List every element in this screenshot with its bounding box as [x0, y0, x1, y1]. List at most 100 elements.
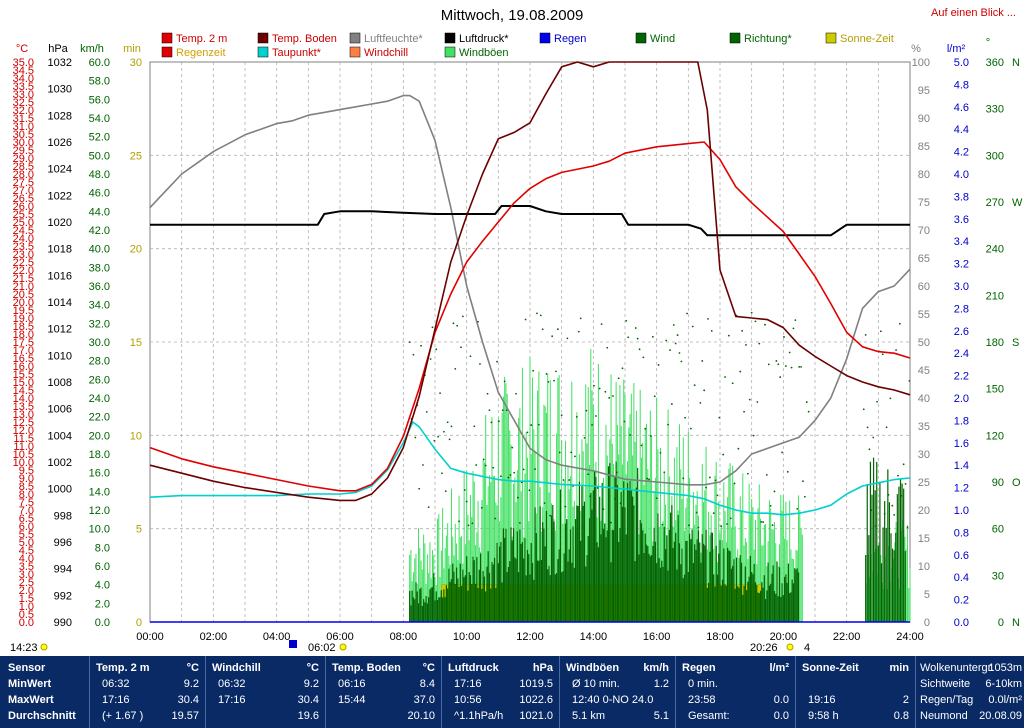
x-tick-label: 08:00: [390, 631, 418, 643]
percent-tick-label: 85: [918, 141, 930, 153]
richtung-point: [598, 387, 601, 390]
richtung-point: [475, 464, 478, 466]
percent-tick-label: 90: [918, 113, 930, 125]
richtung-point: [579, 317, 582, 320]
temp-tick-label: 19.0: [13, 313, 34, 325]
page-title: Mittwoch, 19.08.2009: [441, 7, 584, 24]
rain-tick-label: 1.0: [954, 505, 969, 517]
temp-tick-label: 25.5: [13, 209, 34, 221]
stats-column-unit: °C: [186, 662, 199, 674]
rain-tick-label: 4.2: [954, 147, 969, 159]
temp-tick-label: 27.5: [13, 177, 34, 189]
temp-tick-label: 22.0: [13, 265, 34, 277]
taupunkt-line: [149, 421, 911, 516]
minutes-tick-label: 10: [130, 430, 142, 442]
richtung-point: [731, 382, 734, 385]
richtung-point: [505, 409, 508, 412]
richtung-point: [473, 425, 476, 428]
stats-cell-value: 1022.6: [519, 694, 553, 706]
temp-tick-label: 0.0: [19, 617, 34, 629]
statistics-panel: Sensor MinWert MaxWert Durchschnitt Temp. 2 …: [0, 656, 1024, 728]
stats-cell-value: 5.1: [653, 710, 669, 722]
temp-tick-label: 14.5: [13, 385, 34, 397]
richtung-point: [657, 364, 660, 366]
percent-tick-label: 70: [918, 225, 930, 237]
temp-tick-label: 21.0: [13, 281, 34, 293]
richtung-point: [454, 367, 457, 370]
richtung-point: [866, 426, 869, 429]
richtung-point: [562, 479, 565, 481]
stats-cell-time: 10:56: [454, 694, 482, 706]
wind-series: [409, 457, 906, 622]
wind-tick-label: 2.0: [95, 598, 110, 610]
richtung-point: [775, 360, 778, 362]
wind-tick-label: 44.0: [89, 206, 110, 218]
rain-tick-label: 2.6: [954, 326, 969, 338]
stats-cell-time: 17:16: [218, 694, 246, 706]
stats-column: Temp. 2 m °C 06:32 9.2 17:16 30.4 (+ 1.67 ) 19.…: [90, 656, 206, 728]
wind-tick-label: 38.0: [89, 262, 110, 274]
richtung-point: [900, 494, 903, 497]
stats-extra-label: Wolkenuntergr.: [920, 662, 994, 674]
legend-label: Regen: [554, 33, 586, 45]
stats-cell-time: 17:16: [454, 678, 482, 690]
stats-cell-value: 37.0: [413, 694, 435, 706]
richtung-point: [904, 483, 907, 485]
top-link[interactable]: Auf einen Blick ...: [931, 7, 1016, 19]
richtung-point: [456, 324, 459, 327]
legend-swatch: [349, 46, 361, 58]
richtung-point: [422, 464, 424, 466]
richtung-point: [663, 471, 666, 474]
richtung-point: [876, 400, 878, 403]
richtung-point: [613, 497, 616, 500]
richtung-point: [593, 384, 595, 387]
legend-label: Regenzeit: [176, 47, 226, 59]
temp-tick-label: 9.0: [19, 473, 34, 485]
temp-tick-label: 33.0: [13, 89, 34, 101]
x-tick-label: 24:00: [896, 631, 924, 643]
temp-tick-label: 12.0: [13, 425, 34, 437]
richtung-point: [619, 502, 622, 505]
richtung-point: [800, 365, 802, 368]
richtung-point: [661, 523, 664, 526]
minutes-tick-label: 20: [130, 244, 142, 256]
richtung-point: [490, 421, 493, 424]
wind-axis-unit: km/h: [80, 43, 104, 55]
richtung-point: [446, 421, 449, 424]
temp-tick-label: 29.5: [13, 145, 34, 157]
luftdruck-line: [150, 205, 910, 237]
temp-tick-label: 10.5: [13, 449, 34, 461]
richtung-point: [420, 344, 422, 347]
richtung-point: [883, 512, 886, 515]
richtung-point: [499, 475, 502, 478]
richtung-point: [629, 434, 631, 436]
percent-tick-label: 25: [918, 477, 930, 489]
stats-extra-label: Sichtweite: [920, 678, 971, 690]
richtung-point: [549, 514, 552, 517]
richtung-point: [596, 487, 599, 489]
richtung-point: [545, 373, 548, 375]
richtung-point: [644, 427, 647, 430]
pressure-tick-label: 994: [54, 564, 72, 576]
stats-cell-value: 0.8: [893, 710, 909, 722]
richtung-point: [693, 384, 696, 387]
pressure-tick-label: 1020: [48, 217, 72, 229]
rain-tick-label: 3.6: [954, 214, 969, 226]
richtung-point: [564, 505, 567, 508]
richtung-point: [608, 396, 611, 399]
richtung-point: [864, 334, 867, 336]
stats-cell-time: (+ 1.67 ): [102, 710, 144, 722]
richtung-point: [777, 363, 780, 366]
richtung-point: [758, 342, 761, 345]
temp-tick-label: 21.5: [13, 273, 34, 285]
richtung-point: [724, 376, 726, 378]
legend-swatch: [349, 32, 361, 44]
richtung-point: [653, 395, 656, 398]
richtung-point: [784, 365, 787, 367]
pressure-tick-label: 996: [54, 537, 72, 549]
percent-tick-label: 10: [918, 561, 930, 573]
wind-tick-label: 60.0: [89, 57, 110, 69]
stats-column-title: Regen: [682, 662, 716, 674]
richtung-point: [558, 451, 561, 454]
richtung-point: [881, 353, 884, 356]
